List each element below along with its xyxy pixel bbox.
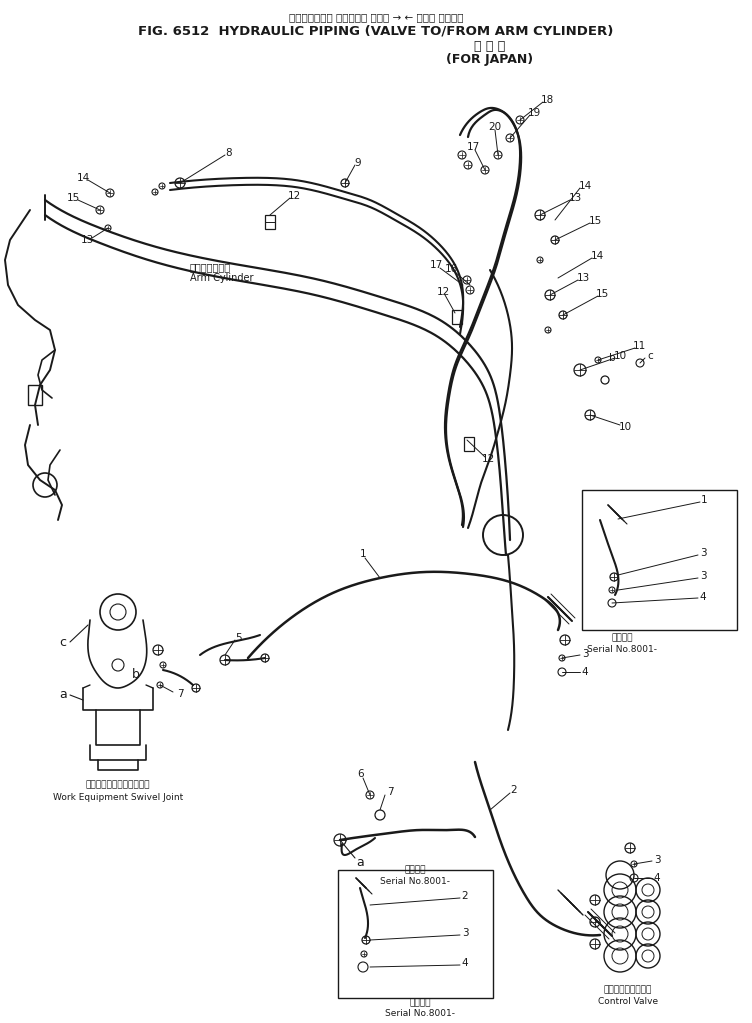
Text: 適用号機: 適用号機	[405, 865, 426, 875]
Text: c: c	[647, 351, 653, 361]
Text: 15: 15	[66, 193, 80, 203]
Text: 14: 14	[590, 251, 604, 261]
Text: 15: 15	[588, 216, 602, 226]
Text: 7: 7	[177, 690, 183, 699]
Text: Serial No.8001-: Serial No.8001-	[380, 878, 450, 887]
Text: 11: 11	[632, 341, 646, 351]
Text: 1: 1	[359, 549, 366, 559]
Text: コントロールバルブ: コントロールバルブ	[604, 985, 652, 994]
Text: 7: 7	[387, 787, 393, 797]
Text: 14: 14	[77, 173, 89, 183]
Text: 3: 3	[653, 855, 660, 865]
Text: 13: 13	[569, 193, 581, 203]
Bar	[28, 385, 42, 405]
Text: 19: 19	[527, 108, 541, 118]
Bar	[582, 490, 737, 630]
Text: Work Equipment Swivel Joint: Work Equipment Swivel Joint	[53, 793, 183, 801]
Text: 2: 2	[511, 785, 517, 795]
Text: (FOR JAPAN): (FOR JAPAN)	[447, 53, 534, 66]
Text: 17: 17	[466, 142, 480, 152]
Bar	[452, 310, 462, 324]
Text: 3: 3	[699, 571, 706, 581]
Text: 18: 18	[541, 95, 553, 105]
Bar	[265, 215, 275, 229]
Text: 適用号機: 適用号機	[611, 633, 632, 642]
Text: 12: 12	[481, 454, 495, 464]
Text: 13: 13	[576, 273, 590, 283]
Text: 10: 10	[614, 351, 626, 361]
Text: 3: 3	[582, 649, 588, 659]
Text: 国 内 向: 国 内 向	[475, 40, 505, 52]
Text: Control Valve: Control Valve	[598, 997, 658, 1007]
Text: 12: 12	[436, 287, 450, 297]
Text: 適用号機: 適用号機	[409, 998, 431, 1008]
Text: FIG. 6512  HYDRAULIC PIPING (VALVE TO/FROM ARM CYLINDER): FIG. 6512 HYDRAULIC PIPING (VALVE TO/FRO…	[138, 25, 614, 38]
Text: 4: 4	[462, 958, 468, 968]
Text: 17: 17	[429, 260, 443, 270]
Text: アームシリンダ: アームシリンダ	[190, 262, 231, 272]
Text: 15: 15	[596, 290, 608, 299]
Text: 9: 9	[355, 158, 361, 168]
Text: 16: 16	[444, 264, 458, 274]
Text: b: b	[608, 353, 615, 363]
Text: ハイドロリック パイピング バルブ → ← アーム シリンダ: ハイドロリック パイピング バルブ → ← アーム シリンダ	[289, 12, 463, 23]
Text: a: a	[59, 688, 67, 702]
Text: 作業機スイベルジョイント: 作業機スイベルジョイント	[86, 781, 150, 790]
Text: 5: 5	[235, 633, 241, 643]
Text: 3: 3	[462, 928, 468, 938]
Text: 8: 8	[226, 148, 232, 158]
Text: 10: 10	[618, 422, 632, 432]
Text: 20: 20	[489, 122, 502, 132]
Text: Serial No.8001-: Serial No.8001-	[587, 646, 657, 655]
Text: 14: 14	[578, 181, 592, 191]
Text: 6: 6	[358, 769, 364, 779]
Text: 4: 4	[582, 667, 588, 677]
Text: 1: 1	[701, 495, 708, 505]
Text: 12: 12	[287, 191, 301, 201]
Text: 2: 2	[462, 891, 468, 901]
Text: 13: 13	[80, 235, 94, 244]
Bar	[464, 437, 474, 451]
Text: a: a	[356, 855, 364, 869]
Text: b: b	[132, 668, 140, 681]
Bar	[338, 870, 493, 998]
Text: 3: 3	[699, 548, 706, 558]
Text: c: c	[59, 635, 66, 649]
Text: Serial No.8001-: Serial No.8001-	[385, 1010, 455, 1019]
Text: 4: 4	[653, 873, 660, 883]
Text: 4: 4	[699, 592, 706, 602]
Text: Arm Cylinder: Arm Cylinder	[190, 273, 253, 283]
